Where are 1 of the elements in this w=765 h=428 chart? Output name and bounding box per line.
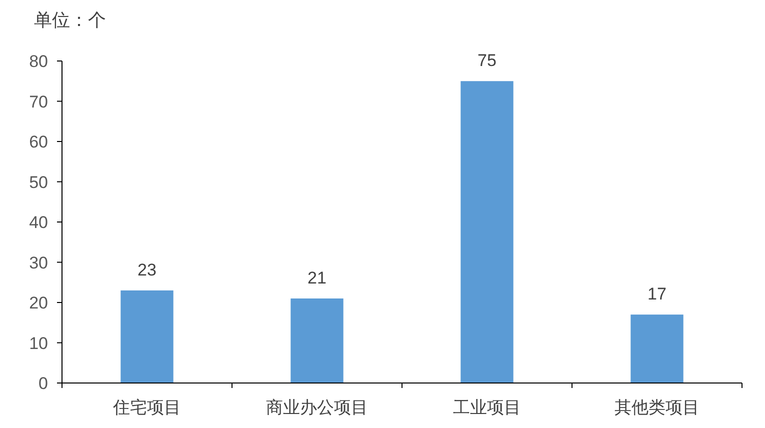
ylabel: 单位：个 [34, 10, 106, 30]
